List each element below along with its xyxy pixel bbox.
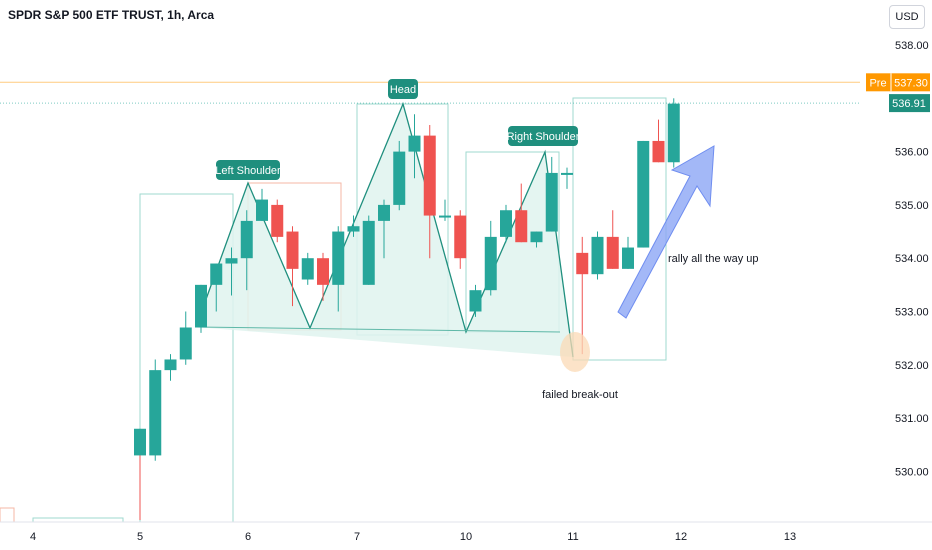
pre-market-tag xyxy=(866,73,930,92)
candle-body xyxy=(332,231,345,285)
candle-body xyxy=(652,140,665,163)
pattern-label-text: Right Shoulder xyxy=(507,131,580,143)
last-price-tag xyxy=(889,94,930,113)
candle-body xyxy=(347,226,360,232)
time-tick-label: 11 xyxy=(567,531,578,543)
pattern-label-badge[interactable] xyxy=(508,126,578,146)
pre-tag-value: 537.30 xyxy=(894,77,928,89)
annotations-layer: Left Shoulder Head Right Shoulder failed br… xyxy=(0,79,860,401)
candle-body xyxy=(256,199,268,221)
candle-body xyxy=(454,215,467,259)
time-tick-label: 13 xyxy=(784,531,796,543)
price-tick-label: 532.00 xyxy=(895,360,929,372)
candle-body xyxy=(240,220,253,259)
candle-body xyxy=(149,370,162,456)
pattern-label-badge[interactable] xyxy=(388,79,418,99)
symbol-title[interactable]: SPDR S&P 500 ETF TRUST, 1h, Arca xyxy=(8,8,215,22)
price-tick-label: 531.00 xyxy=(895,413,929,425)
candle-body xyxy=(225,258,238,264)
pattern-label-text: Head xyxy=(390,84,416,96)
candle-body xyxy=(606,236,619,269)
candle-body xyxy=(500,210,512,237)
price-tick-label: 538.00 xyxy=(895,40,929,52)
candle-body xyxy=(423,135,436,216)
pre-tag-label: Pre xyxy=(869,77,886,89)
candle-body xyxy=(515,210,528,243)
pattern-label-badge[interactable] xyxy=(216,160,280,180)
price-axis-background xyxy=(860,0,932,550)
candle-body xyxy=(667,103,680,163)
candle-body xyxy=(530,231,543,243)
candle-body xyxy=(408,135,421,152)
candle-body xyxy=(469,290,482,312)
candle-body xyxy=(545,172,558,232)
last-price-value: 536.91 xyxy=(892,98,926,110)
time-tick-label: 7 xyxy=(354,531,360,543)
candle-body xyxy=(561,172,573,175)
time-tick-label: 5 xyxy=(137,531,143,543)
candle-body xyxy=(317,258,329,285)
candle-body xyxy=(210,263,223,285)
time-tick-label: 4 xyxy=(30,531,36,543)
time-tick-label: 10 xyxy=(460,531,472,543)
candle-body xyxy=(439,215,451,218)
neckline[interactable] xyxy=(195,326,561,333)
candle-body xyxy=(179,327,192,360)
candle-body xyxy=(164,359,177,371)
price-tick-label: 533.00 xyxy=(895,307,929,319)
rally-note: rally all the way up xyxy=(668,253,759,265)
time-tick-label: 12 xyxy=(675,531,687,543)
price-tick-label: 535.00 xyxy=(895,200,929,212)
candlestick-series xyxy=(134,98,680,520)
candle-body xyxy=(195,284,207,328)
time-tick-label: 6 xyxy=(245,531,251,543)
candle-body xyxy=(134,428,146,456)
candle-body xyxy=(622,247,634,269)
price-tick-label: 530.00 xyxy=(895,466,929,478)
candle-body xyxy=(362,220,375,285)
candle-body xyxy=(393,151,406,205)
candle-body xyxy=(576,252,589,275)
rally-arrow[interactable] xyxy=(617,145,715,319)
currency-button[interactable]: USD xyxy=(889,5,925,29)
candle-body xyxy=(484,236,497,291)
failed-breakout-note: failed break-out xyxy=(542,389,618,401)
candle-body xyxy=(637,140,650,248)
pattern-label-text: Left Shoulder xyxy=(215,165,281,177)
candle-body xyxy=(301,258,314,280)
price-tick-label: 534.00 xyxy=(895,253,929,265)
time-axis-background xyxy=(0,522,932,550)
breakout-highlight-circle[interactable] xyxy=(560,332,590,372)
candle-body xyxy=(271,204,284,237)
pattern-zigzag-line[interactable] xyxy=(195,102,574,358)
candle-body xyxy=(378,204,390,221)
candle-body xyxy=(286,231,299,269)
price-tick-label: 536.00 xyxy=(895,147,929,159)
candle-body xyxy=(591,236,604,275)
